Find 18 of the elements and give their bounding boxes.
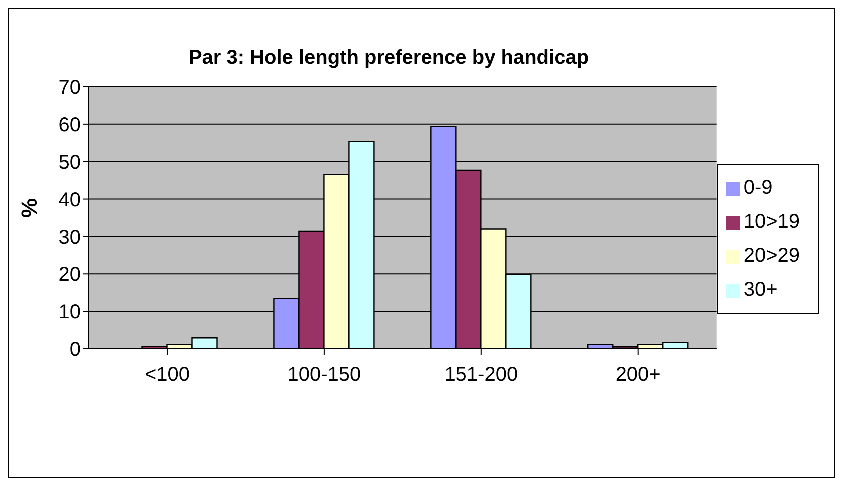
legend-label: 0-9 bbox=[744, 177, 773, 199]
y-tick-label: 0 bbox=[70, 339, 81, 362]
x-tick-label: 200+ bbox=[616, 364, 661, 386]
y-tick-label: 20 bbox=[58, 264, 81, 286]
legend-label: 20>29 bbox=[744, 245, 800, 267]
x-tick-label: 100-150 bbox=[288, 364, 362, 386]
y-tick-label: 60 bbox=[58, 114, 81, 137]
y-tick-label: 40 bbox=[58, 189, 81, 212]
chart-title: Par 3: Hole length preference by handicap bbox=[188, 47, 590, 70]
legend-label: 30+ bbox=[744, 279, 778, 301]
y-axis-title: % bbox=[16, 198, 42, 218]
y-tick-label: 50 bbox=[58, 152, 81, 174]
x-tick-label: <100 bbox=[144, 364, 190, 386]
y-tick-label: 70 bbox=[58, 77, 81, 100]
x-tick-label: 151-200 bbox=[444, 364, 518, 386]
y-tick-label: 30 bbox=[58, 226, 81, 249]
y-tick-label: 10 bbox=[58, 302, 81, 324]
legend-label: 10>19 bbox=[744, 211, 800, 233]
